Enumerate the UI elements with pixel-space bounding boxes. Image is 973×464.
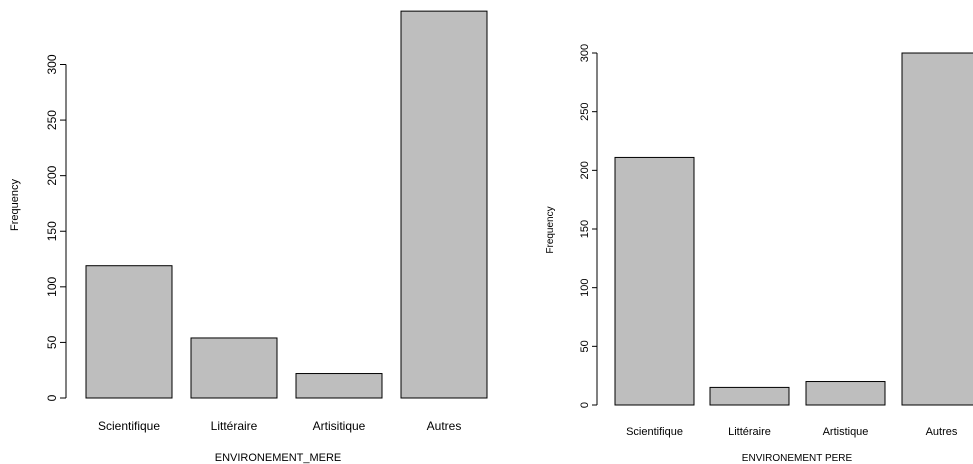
y-tick-label: 50 <box>45 335 59 349</box>
category-label: Artisitique <box>313 419 366 433</box>
bar-scientifique <box>85 265 173 399</box>
y-tick-label: 100 <box>579 278 591 296</box>
y-tick-label: 150 <box>45 221 59 241</box>
bar-littéraire <box>709 386 790 406</box>
category-label: Littéraire <box>211 419 258 433</box>
y-tick-label: 250 <box>579 102 591 120</box>
category-label: Autres <box>926 426 958 438</box>
category-label: Littéraire <box>728 426 771 438</box>
bar-scientifique <box>614 156 695 406</box>
y-tick-label: 300 <box>45 54 59 74</box>
category-label: Artistique <box>823 426 869 438</box>
bar-autres <box>400 10 488 399</box>
bar-artisitique <box>295 373 383 399</box>
y-axis-label: Frequency <box>9 179 21 231</box>
bar-littéraire <box>190 337 278 399</box>
y-tick-label: 300 <box>579 44 591 62</box>
bar-autres <box>901 52 973 406</box>
y-tick-label: 50 <box>579 340 591 352</box>
category-label: Scientifique <box>98 419 160 433</box>
x-axis-label: ENVIRONEMENT_MERE <box>215 452 342 464</box>
category-label: Autres <box>427 419 462 433</box>
y-tick-label: 250 <box>45 110 59 130</box>
y-tick-label: 0 <box>45 394 59 401</box>
y-tick-label: 100 <box>45 276 59 296</box>
y-tick-label: 150 <box>579 220 591 238</box>
y-tick-label: 200 <box>45 165 59 185</box>
y-tick-label: 200 <box>579 161 591 179</box>
y-tick-label: 0 <box>579 402 591 408</box>
bar-artistique <box>805 381 886 406</box>
y-axis-label: Frequency <box>545 206 556 253</box>
category-label: Scientifique <box>626 426 683 438</box>
x-axis-label: ENVIRONEMENT PERE <box>742 453 853 464</box>
